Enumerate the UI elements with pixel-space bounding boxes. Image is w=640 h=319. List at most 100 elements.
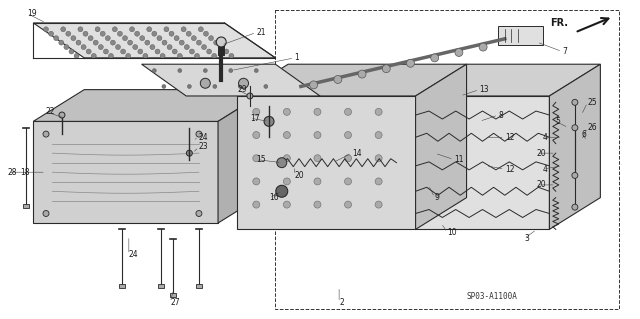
Circle shape <box>253 108 260 115</box>
Polygon shape <box>237 96 415 229</box>
Circle shape <box>169 31 174 36</box>
Circle shape <box>140 36 145 41</box>
Text: 3: 3 <box>524 234 529 243</box>
Circle shape <box>138 49 143 54</box>
Circle shape <box>117 31 122 36</box>
Circle shape <box>95 27 100 32</box>
Text: 9: 9 <box>435 193 440 202</box>
Circle shape <box>66 31 71 36</box>
Circle shape <box>189 49 195 54</box>
Circle shape <box>314 155 321 162</box>
Circle shape <box>111 40 115 45</box>
Circle shape <box>314 201 321 208</box>
Circle shape <box>229 54 234 58</box>
Circle shape <box>78 27 83 32</box>
Circle shape <box>181 27 186 32</box>
Circle shape <box>125 54 131 58</box>
Circle shape <box>198 27 204 32</box>
Circle shape <box>162 40 167 45</box>
Circle shape <box>43 131 49 137</box>
Circle shape <box>43 211 49 217</box>
Circle shape <box>253 131 260 138</box>
Circle shape <box>109 54 113 58</box>
Circle shape <box>54 36 59 41</box>
Text: SP03-A1100A: SP03-A1100A <box>467 292 517 300</box>
Circle shape <box>344 108 351 115</box>
Circle shape <box>178 69 182 72</box>
Circle shape <box>100 31 105 36</box>
Circle shape <box>572 99 578 105</box>
Circle shape <box>375 108 382 115</box>
Bar <box>120 284 125 287</box>
Text: 10: 10 <box>447 228 457 237</box>
Circle shape <box>150 45 155 49</box>
Circle shape <box>212 54 217 58</box>
Circle shape <box>134 31 140 36</box>
Circle shape <box>49 31 54 36</box>
Circle shape <box>184 45 189 49</box>
Circle shape <box>334 76 342 84</box>
Circle shape <box>92 54 96 58</box>
Circle shape <box>455 48 463 56</box>
Polygon shape <box>415 96 549 229</box>
Circle shape <box>375 178 382 185</box>
Circle shape <box>209 36 214 41</box>
Text: 17: 17 <box>250 114 260 123</box>
Circle shape <box>224 49 229 54</box>
Text: 8: 8 <box>499 111 503 120</box>
Bar <box>499 26 543 45</box>
Circle shape <box>479 43 487 51</box>
Polygon shape <box>218 90 269 223</box>
Text: 21: 21 <box>256 28 266 37</box>
Circle shape <box>276 185 288 197</box>
Polygon shape <box>33 23 275 58</box>
Circle shape <box>196 131 202 137</box>
Circle shape <box>276 158 287 168</box>
Circle shape <box>204 69 207 72</box>
Bar <box>196 284 202 287</box>
Circle shape <box>253 155 260 162</box>
Text: 1: 1 <box>294 53 300 62</box>
Circle shape <box>375 155 382 162</box>
Circle shape <box>143 54 148 58</box>
Polygon shape <box>33 90 269 122</box>
Circle shape <box>167 45 172 49</box>
Circle shape <box>81 45 86 49</box>
Circle shape <box>186 150 193 156</box>
Text: 13: 13 <box>479 85 489 94</box>
Circle shape <box>204 31 209 36</box>
Circle shape <box>382 65 390 73</box>
Circle shape <box>59 40 64 45</box>
Circle shape <box>253 201 260 208</box>
Circle shape <box>344 201 351 208</box>
Circle shape <box>253 178 260 185</box>
Text: 4: 4 <box>543 165 548 174</box>
Text: 12: 12 <box>505 165 515 174</box>
Circle shape <box>132 45 138 49</box>
Circle shape <box>71 36 76 41</box>
Bar <box>170 293 177 297</box>
Circle shape <box>164 27 169 32</box>
Circle shape <box>83 31 88 36</box>
Circle shape <box>113 27 117 32</box>
Text: 2: 2 <box>339 298 344 307</box>
Circle shape <box>152 31 157 36</box>
Text: 12: 12 <box>505 133 515 142</box>
Circle shape <box>200 78 211 88</box>
Circle shape <box>88 36 93 41</box>
Circle shape <box>196 211 202 217</box>
Text: 6: 6 <box>581 130 586 138</box>
Circle shape <box>174 36 179 41</box>
Text: 26: 26 <box>588 123 597 132</box>
Text: 19: 19 <box>27 9 36 18</box>
Circle shape <box>314 131 321 138</box>
Text: 29: 29 <box>237 85 247 94</box>
Circle shape <box>207 49 212 54</box>
Text: 14: 14 <box>352 149 362 158</box>
Text: 28: 28 <box>8 168 17 177</box>
Circle shape <box>284 108 291 115</box>
Text: 18: 18 <box>20 168 30 177</box>
Circle shape <box>572 125 578 131</box>
Circle shape <box>59 112 65 118</box>
Circle shape <box>179 40 184 45</box>
